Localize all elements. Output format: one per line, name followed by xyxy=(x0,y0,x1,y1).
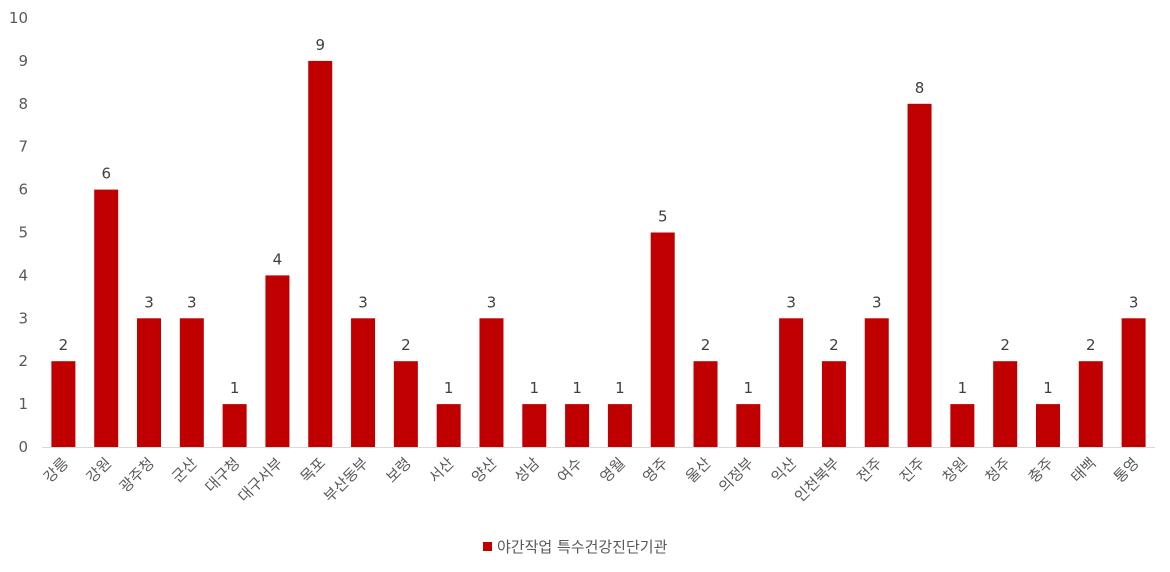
legend: 야간작업 특수건강진단기관 xyxy=(483,538,668,556)
category-label: 군산 xyxy=(168,454,200,486)
category-label: 부산동부 xyxy=(320,454,372,506)
bar xyxy=(864,318,889,447)
category-label: 진주 xyxy=(896,454,928,486)
y-tick-label: 0 xyxy=(18,438,28,456)
bar xyxy=(1078,361,1103,447)
category-label: 양산 xyxy=(468,454,500,486)
bar xyxy=(1121,318,1146,447)
category-label: 청주 xyxy=(982,454,1014,486)
category-label: 목포 xyxy=(297,454,329,486)
category-label: 여수 xyxy=(554,454,586,486)
data-label: 6 xyxy=(101,165,111,183)
data-label: 1 xyxy=(572,379,582,397)
bar xyxy=(950,404,975,447)
bar xyxy=(479,318,504,447)
data-label: 3 xyxy=(1129,293,1139,311)
data-label: 1 xyxy=(958,379,968,397)
y-tick-label: 8 xyxy=(18,95,28,113)
data-label: 2 xyxy=(829,336,839,354)
y-tick-label: 6 xyxy=(18,181,28,199)
data-label: 3 xyxy=(872,293,882,311)
legend-label: 야간작업 특수건강진단기관 xyxy=(497,538,668,556)
bar xyxy=(222,404,247,447)
category-label: 성남 xyxy=(511,454,543,486)
data-labels: 2 6 3 3 1 4 9 3 2 1 3 1 1 1 5 2 1 3 2 3 8 1 2 1 2 3 xyxy=(59,36,1139,397)
category-label: 서산 xyxy=(425,454,457,486)
bar xyxy=(821,361,846,447)
data-label: 5 xyxy=(658,208,668,226)
category-label: 태백 xyxy=(1067,454,1099,486)
bar xyxy=(308,60,333,448)
y-tick-label: 2 xyxy=(18,352,28,370)
data-label: 2 xyxy=(701,336,711,354)
category-label: 통영 xyxy=(1110,454,1142,486)
data-label: 1 xyxy=(1043,379,1053,397)
data-label: 3 xyxy=(187,293,197,311)
data-label: 8 xyxy=(915,79,925,97)
data-label: 3 xyxy=(786,293,796,311)
bar xyxy=(51,361,76,447)
category-label: 인천북부 xyxy=(791,454,843,506)
bars xyxy=(51,60,1146,448)
category-label: 강원 xyxy=(83,454,115,486)
y-tick-label: 4 xyxy=(18,266,28,284)
category-label: 울산 xyxy=(682,454,714,486)
category-label: 영주 xyxy=(639,454,671,486)
data-label: 9 xyxy=(315,36,325,54)
y-axis: 0 1 2 3 4 5 6 7 8 9 10 xyxy=(9,9,28,456)
bar xyxy=(393,361,418,447)
y-tick-label: 10 xyxy=(9,9,28,27)
data-label: 1 xyxy=(444,379,454,397)
data-label: 2 xyxy=(401,336,411,354)
data-label: 1 xyxy=(230,379,240,397)
data-label: 2 xyxy=(1000,336,1010,354)
bar xyxy=(179,318,204,447)
category-label: 전주 xyxy=(853,454,885,486)
bar xyxy=(265,275,290,447)
y-tick-label: 7 xyxy=(18,138,28,156)
bar xyxy=(1035,404,1060,447)
category-label: 광주청 xyxy=(116,454,158,496)
category-label: 의정부 xyxy=(715,454,757,496)
category-label: 영월 xyxy=(596,454,628,486)
bar xyxy=(94,189,119,447)
bar xyxy=(993,361,1018,447)
bar xyxy=(693,361,718,447)
bar xyxy=(907,103,932,448)
data-label: 1 xyxy=(530,379,540,397)
data-label: 4 xyxy=(273,250,283,268)
bar xyxy=(650,232,675,447)
data-label: 3 xyxy=(144,293,154,311)
bar xyxy=(137,318,162,447)
bar xyxy=(351,318,376,447)
data-label: 3 xyxy=(487,293,497,311)
y-tick-label: 5 xyxy=(18,224,28,242)
bar xyxy=(436,404,461,447)
data-label: 1 xyxy=(744,379,754,397)
category-label: 강릉 xyxy=(40,454,72,486)
bar xyxy=(779,318,804,447)
data-label: 2 xyxy=(1086,336,1096,354)
category-label: 충주 xyxy=(1025,454,1057,486)
data-label: 2 xyxy=(59,336,69,354)
data-label: 3 xyxy=(358,293,368,311)
y-tick-label: 3 xyxy=(18,309,28,327)
bar xyxy=(736,404,761,447)
bar xyxy=(522,404,547,447)
y-tick-label: 1 xyxy=(18,395,28,413)
y-tick-label: 9 xyxy=(18,52,28,70)
category-label: 익산 xyxy=(768,454,800,486)
bar xyxy=(565,404,590,447)
category-label: 창원 xyxy=(939,454,971,486)
legend-swatch xyxy=(483,542,492,551)
category-label: 보령 xyxy=(382,454,414,486)
data-label: 1 xyxy=(615,379,625,397)
category-label: 대구서부 xyxy=(235,454,287,506)
bar xyxy=(607,404,632,447)
